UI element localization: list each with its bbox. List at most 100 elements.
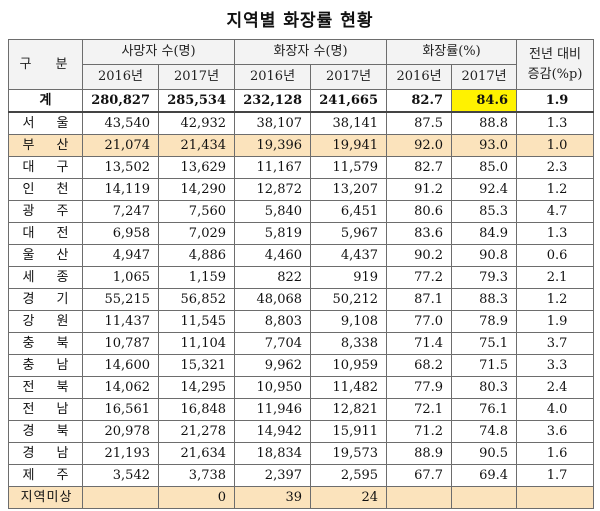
- table-row: 지역미상 0 39 24: [8, 486, 595, 509]
- cell-c2017: 919: [310, 266, 388, 289]
- cell-region: 울 산: [8, 244, 83, 267]
- cell-r2016: 77.0: [386, 310, 453, 333]
- cell-r2016: 82.7: [386, 156, 453, 179]
- header-deaths: 사망자 수(명): [81, 39, 236, 65]
- cell-c2016: 7,704: [234, 332, 312, 355]
- cell-c2017: 2,595: [310, 464, 388, 487]
- cell-region: 강 원: [8, 310, 83, 333]
- cell-d2016: 280,827: [82, 89, 159, 113]
- cell-r2017: 92.4: [451, 178, 518, 201]
- cell-diff: 1.2: [516, 288, 595, 311]
- cell-region: 충 남: [8, 354, 83, 377]
- cell-r2017: 69.4: [451, 464, 518, 487]
- cell-diff: 3.7: [516, 332, 595, 355]
- cell-c2016: 19,396: [234, 134, 312, 157]
- table-row: 대 전 6,958 7,029 5,819 5,967 83.6 84.9 1.3: [8, 222, 595, 245]
- table-row: 경 북 20,978 21,278 14,942 15,911 71.2 74.8 3.6: [8, 420, 595, 443]
- cell-d2016: 11,437: [82, 310, 159, 333]
- cell-diff: 3.6: [516, 420, 595, 443]
- cell-c2016: 9,962: [234, 354, 312, 377]
- cell-diff: 2.1: [516, 266, 595, 289]
- cell-c2017: 4,437: [310, 244, 388, 267]
- cell-region: 충 북: [8, 332, 83, 355]
- cell-c2016: 8,803: [234, 310, 312, 333]
- header-diff: 전년 대비 증감(%p): [516, 39, 595, 90]
- cell-d2017: 3,738: [157, 464, 236, 487]
- cell-c2017: 11,482: [310, 376, 388, 399]
- cell-c2016: 11,167: [234, 156, 312, 179]
- cell-c2016: 2,397: [234, 464, 312, 487]
- cell-r2016: 91.2: [386, 178, 453, 201]
- cell-c2017: 8,338: [310, 332, 388, 355]
- cell-r2016: [386, 486, 453, 509]
- cell-d2016: 20,978: [82, 420, 159, 443]
- cell-c2016: 18,834: [234, 442, 312, 465]
- cell-d2016: 16,561: [82, 398, 159, 421]
- header-cremations: 화장자 수(명): [234, 39, 388, 65]
- cell-d2016: 10,787: [82, 332, 159, 355]
- cell-r2016: 71.2: [386, 420, 453, 443]
- table-row: 충 북 10,787 11,104 7,704 8,338 71.4 75.1 3.7: [8, 332, 595, 355]
- cell-r2017: 90.8: [451, 244, 518, 267]
- table-row: 인 천 14,119 14,290 12,872 13,207 91.2 92.4 1.2: [8, 178, 595, 201]
- cell-diff: 1.2: [516, 178, 595, 201]
- cell-d2017: 13,629: [157, 156, 236, 179]
- cell-r2016: 80.6: [386, 200, 453, 223]
- cell-r2017: 71.5: [451, 354, 518, 377]
- header-gubun: 구 분: [8, 39, 83, 90]
- cell-r2017: 88.8: [451, 111, 518, 135]
- cell-c2016: 10,950: [234, 376, 312, 399]
- cell-diff: 2.3: [516, 156, 595, 179]
- header-diff-line1: 전년 대비: [529, 46, 582, 62]
- cell-diff: 1.3: [516, 222, 595, 245]
- cell-r2017: 90.5: [451, 442, 518, 465]
- cell-c2016: 5,840: [234, 200, 312, 223]
- cell-diff: 1.9: [516, 89, 595, 113]
- cell-r2016: 82.7: [386, 89, 453, 113]
- cell-d2017: 56,852: [157, 288, 236, 311]
- cell-d2017: 1,159: [157, 266, 236, 289]
- cell-c2016: 14,942: [234, 420, 312, 443]
- cell-c2016: 38,107: [234, 111, 312, 135]
- cell-r2016: 72.1: [386, 398, 453, 421]
- cell-d2016: 13,502: [82, 156, 159, 179]
- cell-diff: 4.7: [516, 200, 595, 223]
- cell-d2016: 14,600: [82, 354, 159, 377]
- cell-r2017: 84.9: [451, 222, 518, 245]
- header-deaths-2016: 2016년: [82, 64, 159, 90]
- cell-r2016: 68.2: [386, 354, 453, 377]
- cell-region: 계: [8, 89, 83, 113]
- header-rate: 화장률(%): [386, 39, 518, 65]
- table-row: 강 원 11,437 11,545 8,803 9,108 77.0 78.9 1.9: [8, 310, 595, 333]
- header-deaths-2017: 2017년: [157, 64, 236, 90]
- cell-r2016: 77.9: [386, 376, 453, 399]
- page-title: 지역별 화장률 현황: [226, 11, 374, 31]
- cell-c2017: 50,212: [310, 288, 388, 311]
- table-row: 계 280,827 285,534 232,128 241,665 82.7 84.6 1.9: [8, 89, 595, 113]
- cell-c2017: 5,967: [310, 222, 388, 245]
- cell-c2016: 5,819: [234, 222, 312, 245]
- cell-c2017: 24: [310, 486, 388, 509]
- cell-d2016: 7,247: [82, 200, 159, 223]
- cell-r2017: 74.8: [451, 420, 518, 443]
- cell-r2017: 88.3: [451, 288, 518, 311]
- cell-d2017: 11,545: [157, 310, 236, 333]
- cell-diff: 1.6: [516, 442, 595, 465]
- cell-diff: 3.3: [516, 354, 595, 377]
- cell-r2017: 85.0: [451, 156, 518, 179]
- cell-d2017: 14,290: [157, 178, 236, 201]
- cell-d2017: 42,932: [157, 111, 236, 135]
- cell-d2017: 7,560: [157, 200, 236, 223]
- cell-c2017: 12,821: [310, 398, 388, 421]
- header-cremations-2016: 2016년: [234, 64, 312, 90]
- cell-d2017: 21,634: [157, 442, 236, 465]
- header-cremations-2017: 2017년: [310, 64, 388, 90]
- cell-region: 세 종: [8, 266, 83, 289]
- cell-r2017: 85.3: [451, 200, 518, 223]
- cell-c2016: 39: [234, 486, 312, 509]
- cell-d2016: 14,119: [82, 178, 159, 201]
- cell-c2017: 13,207: [310, 178, 388, 201]
- cell-c2016: 232,128: [234, 89, 312, 113]
- cell-d2017: 0: [157, 486, 236, 509]
- cell-c2016: 12,872: [234, 178, 312, 201]
